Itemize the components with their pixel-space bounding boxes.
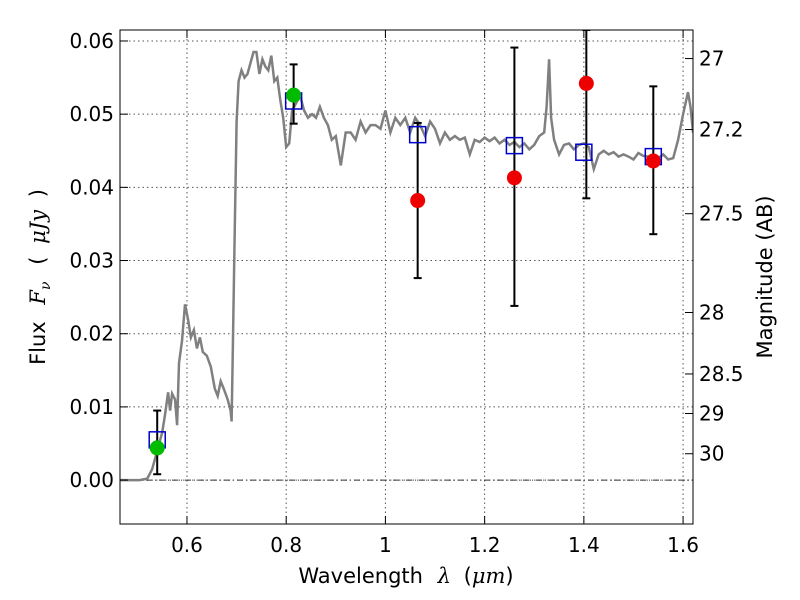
y-tick-label: 0.05 — [69, 102, 114, 126]
x-tick-label: 0.6 — [171, 533, 203, 557]
sed-template-line — [120, 50, 693, 482]
model-square-marker — [505, 136, 524, 155]
observed-red-point — [506, 170, 522, 186]
y2-axis-ticks: 27 27.2 27.5 28 28.5 29 30 — [685, 47, 744, 466]
observed-red-point — [410, 193, 426, 209]
observed-green-point — [286, 87, 302, 103]
y-axis-ticks: 0.00 0.01 0.02 0.03 0.04 0.05 0.06 — [69, 29, 128, 492]
x-tick-label: 1.4 — [568, 533, 600, 557]
y2-tick-label: 27 — [699, 47, 724, 71]
y-tick-label: 0.02 — [69, 322, 114, 346]
x-axis-label-symbol: λ — [437, 564, 451, 588]
x-axis-ticks: 0.6 0.8 1 1.2 1.4 1.6 — [171, 30, 699, 557]
x-tick-label: 1.6 — [667, 533, 699, 557]
y-axis-label-symbol: F — [26, 289, 50, 306]
x-axis-label: Wavelength λ (μm) — [298, 564, 513, 588]
y-tick-label: 0.01 — [69, 395, 114, 419]
y-tick-label: 0.03 — [69, 249, 114, 273]
y-axis-label: Flux Fν ( μJy ) — [26, 189, 55, 365]
y2-tick-label: 29 — [699, 401, 724, 425]
x-tick-label: 1 — [379, 533, 392, 557]
y2-tick-label: 27.2 — [699, 118, 744, 142]
y2-axis-label: Magnitude (AB) — [753, 195, 777, 358]
plot-frame — [119, 29, 694, 525]
y-tick-label: 0.00 — [69, 468, 114, 492]
y-axis-label-open: ( — [26, 257, 50, 265]
y-axis-label-unit: μJy — [26, 209, 50, 244]
observed-red-point — [645, 153, 661, 169]
observed-red-point — [578, 75, 594, 91]
model-square-marker — [408, 125, 427, 144]
y-axis-label-close: ) — [26, 189, 50, 197]
y-axis-label-prefix: Flux — [26, 321, 50, 365]
y2-tick-label: 28.5 — [699, 362, 744, 386]
observed-green-point — [149, 440, 165, 456]
y2-tick-label: 30 — [699, 442, 724, 466]
x-tick-label: 0.8 — [270, 533, 302, 557]
plot-area — [120, 30, 693, 482]
grid — [120, 30, 693, 524]
x-tick-label: 1.2 — [469, 533, 501, 557]
x-axis-label-close: ) — [505, 564, 513, 588]
markers — [148, 75, 663, 456]
y2-tick-label: 28 — [699, 300, 724, 324]
model-square-marker — [575, 143, 593, 161]
y-tick-label: 0.06 — [69, 29, 114, 53]
y-tick-label: 0.04 — [69, 175, 114, 199]
y-axis-label-subscript: ν — [38, 281, 54, 290]
y2-tick-label: 27.5 — [699, 202, 744, 226]
x-axis-label-prefix: Wavelength — [298, 564, 423, 588]
x-axis-label-unit: μm — [472, 564, 506, 588]
x-axis-label-open: ( — [464, 564, 472, 588]
